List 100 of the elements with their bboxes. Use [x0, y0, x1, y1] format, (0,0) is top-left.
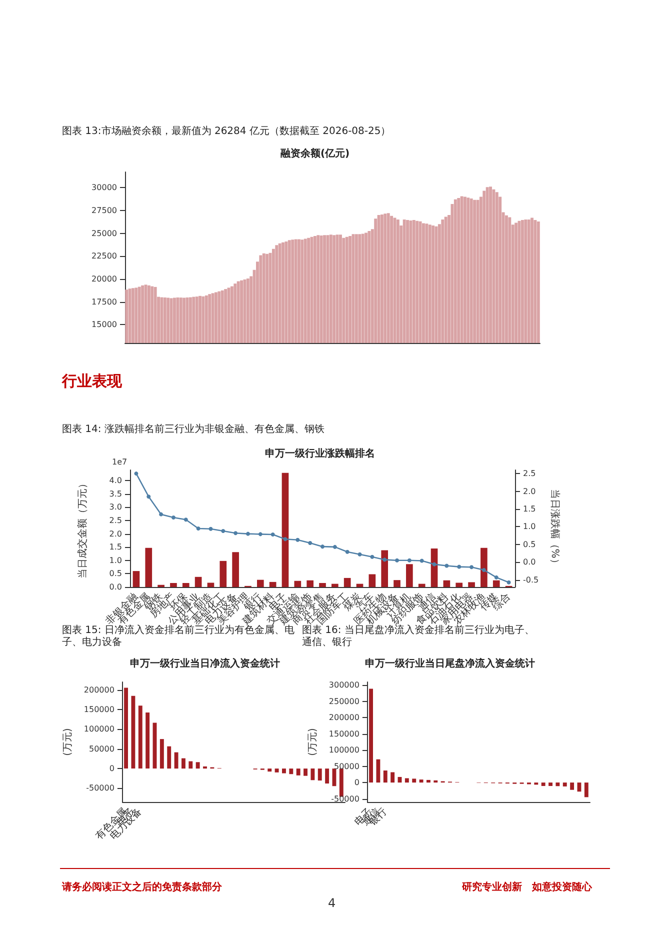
bar: [167, 746, 172, 769]
point: [494, 575, 498, 580]
bar: [182, 583, 190, 587]
point: [332, 544, 337, 549]
y-tick-label: 27500: [92, 206, 117, 215]
point: [432, 562, 436, 566]
bar: [232, 552, 239, 587]
point: [196, 526, 200, 530]
point: [146, 494, 151, 499]
bar: [368, 574, 376, 587]
bar: [570, 782, 574, 790]
point: [358, 552, 362, 556]
chart-title: 图表 14: 涨跌幅排名前三行业为非银金融、有色金属、钢铁: [62, 424, 324, 436]
point: [444, 564, 449, 568]
bar: [196, 762, 200, 769]
bar: [406, 564, 413, 587]
bar: [383, 770, 388, 783]
y-tick-label: -50000: [86, 784, 114, 793]
y-tick-label: 200000: [328, 713, 360, 722]
bar: [146, 712, 150, 769]
text: 行业表现: [62, 372, 122, 391]
y-tick-label: 17500: [92, 297, 117, 306]
y-tick-label: 3.0: [109, 502, 122, 512]
y-tick-label: 20000: [92, 274, 117, 284]
y-tick-label: 0: [354, 778, 360, 788]
point: [482, 568, 486, 572]
chart-subtitle: 申万一级行业当日尾盘净流入资金统计: [365, 658, 535, 670]
y-tick-label: 1.5: [109, 542, 122, 552]
y-tick-label: 250000: [328, 696, 360, 706]
chart-title: 图表 13:市场融资余额，最新值为 26284 亿元（数据截至 2026-08-25）: [62, 126, 391, 138]
y-tick-label: 2.0: [109, 529, 122, 538]
y-axis-title: (万元): [308, 728, 318, 756]
y-tick-label: 150000: [84, 705, 114, 714]
bar: [369, 688, 374, 783]
point: [457, 564, 462, 569]
bar: [145, 548, 152, 587]
bar: [269, 582, 276, 587]
bar: [430, 548, 438, 587]
bar: [344, 578, 351, 587]
bar: [124, 688, 128, 769]
y-tick-label: 50000: [88, 744, 114, 754]
point: [208, 526, 213, 531]
point: [234, 531, 238, 536]
bar: [412, 778, 416, 783]
bar: [304, 768, 308, 776]
bar: [138, 706, 142, 769]
y-tick-label: 150000: [328, 729, 360, 738]
bar: [443, 580, 450, 587]
point: [420, 558, 424, 563]
chart-title: 图表 15: 日净流入资金排名前三行业为有色金属、电子、电力设备: [62, 625, 294, 649]
bar: [556, 782, 560, 786]
point: [171, 516, 176, 520]
point: [320, 544, 324, 549]
bar: [480, 548, 488, 587]
y-tick-label: 3.5: [109, 489, 122, 498]
bar: [356, 584, 364, 587]
bar: [404, 778, 409, 783]
bar: [174, 752, 178, 769]
y2-tick-label: 0.0: [523, 558, 536, 567]
bar: [426, 780, 430, 783]
y-tick-label: 0.5: [109, 569, 122, 578]
y-tick-label: 15000: [92, 320, 117, 330]
bar: [256, 580, 264, 587]
bar: [289, 768, 294, 774]
bar: [456, 582, 463, 587]
bar: [319, 583, 326, 587]
bar: [274, 768, 279, 772]
point: [407, 558, 412, 562]
point: [283, 537, 288, 542]
point: [184, 518, 188, 522]
point: [258, 532, 262, 536]
y-tick-label: 1.0: [109, 556, 122, 565]
y2-axis-title: 当日涨跌幅（%）: [549, 488, 562, 568]
y2-tick-label: 0.5: [523, 540, 536, 549]
bar: [207, 582, 214, 587]
point: [270, 532, 275, 537]
y-tick-label: 0: [109, 764, 114, 774]
y-tick-label: 25000: [92, 228, 117, 238]
bar: [296, 768, 300, 776]
bar: [310, 768, 315, 780]
bar: [332, 584, 338, 587]
bar: [418, 584, 426, 587]
y-axis-title: 当日成交金额（万元）: [76, 478, 88, 578]
bar: [282, 472, 289, 587]
y-axis-title: (万元): [62, 728, 74, 756]
y-tick-label: 50000: [334, 762, 360, 771]
text: 4: [328, 896, 336, 910]
bar: [394, 580, 400, 587]
bar: [132, 571, 140, 587]
y2-tick-label: -0.5: [523, 575, 539, 584]
y2-tick-label: 2.5: [523, 469, 536, 478]
point: [134, 472, 138, 476]
point: [308, 541, 312, 546]
point: [370, 554, 374, 559]
bar: [318, 768, 322, 781]
bar: [468, 582, 475, 587]
y-tick-label: 4.0: [109, 476, 122, 486]
y-tick-label: 0.0: [109, 582, 122, 592]
bar: [548, 782, 552, 786]
bar: [170, 583, 177, 587]
